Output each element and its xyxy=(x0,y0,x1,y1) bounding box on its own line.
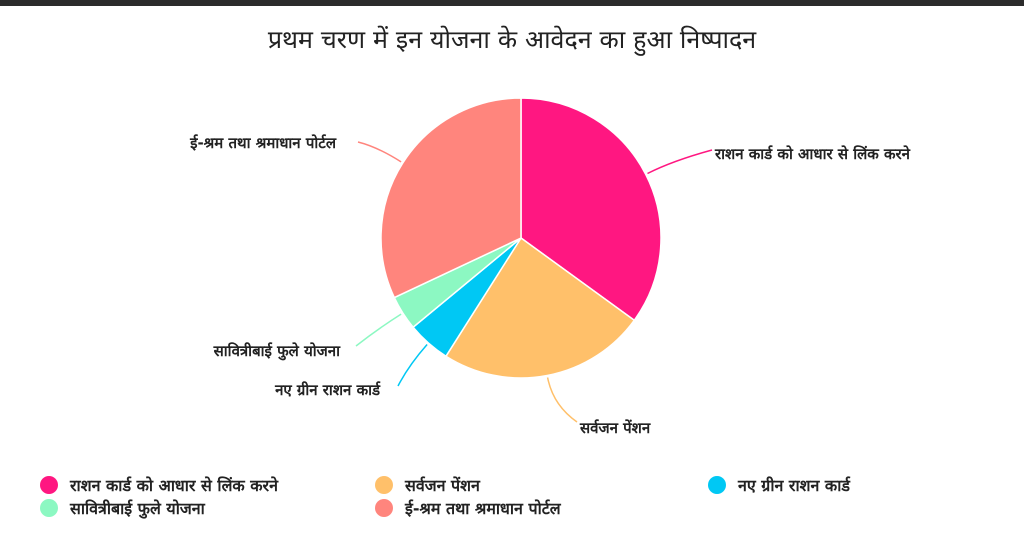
legend-label: ई-श्रम तथा श्रमाधान पोर्टल xyxy=(405,499,561,518)
leader-line-4 xyxy=(357,141,402,163)
chart-title: प्रथम चरण में इन योजना के आवेदन का हुआ न… xyxy=(267,25,757,54)
legend-color-dot xyxy=(375,499,393,517)
legend-label: सावित्रीबाई फुले योजना xyxy=(70,499,205,518)
legend-item-0[interactable]: राशन कार्ड को आधार से लिंक करने xyxy=(40,474,278,496)
legend-color-dot xyxy=(708,476,726,494)
slice-label-0: राशन कार्ड को आधार से लिंक करने xyxy=(714,145,911,163)
legend-item-3[interactable]: सावित्रीबाई फुले योजना xyxy=(40,497,205,519)
slice-label-3: सावित्रीबाई फुले योजना xyxy=(213,342,341,361)
leader-line-3 xyxy=(355,313,402,347)
slice-label-4: ई-श्रम तथा श्रमाधान पोर्टल xyxy=(189,134,337,152)
legend-item-4[interactable]: ई-श्रम तथा श्रमाधान पोर्टल xyxy=(375,497,561,519)
legend-color-dot xyxy=(40,476,58,494)
top-bar xyxy=(0,0,1024,6)
legend-color-dot xyxy=(40,499,58,517)
pie-slice-1[interactable] xyxy=(444,236,636,379)
legend-item-1[interactable]: सर्वजन पेंशन xyxy=(375,474,480,496)
leader-line-1 xyxy=(546,377,578,423)
pie-slice-0[interactable] xyxy=(520,97,662,322)
leader-line-0 xyxy=(647,149,713,175)
pie-slice-4[interactable] xyxy=(380,97,522,299)
slice-label-1: सर्वजन पेंशन xyxy=(579,419,651,437)
slice-label-2: नए ग्रीन राशन कार्ड xyxy=(274,381,381,399)
legend-label: सर्वजन पेंशन xyxy=(405,476,480,495)
leader-line-2 xyxy=(397,344,428,387)
legend-label: नए ग्रीन राशन कार्ड xyxy=(738,476,850,495)
legend-color-dot xyxy=(375,476,393,494)
legend-label: राशन कार्ड को आधार से लिंक करने xyxy=(70,476,278,495)
legend-item-2[interactable]: नए ग्रीन राशन कार्ड xyxy=(708,474,850,496)
